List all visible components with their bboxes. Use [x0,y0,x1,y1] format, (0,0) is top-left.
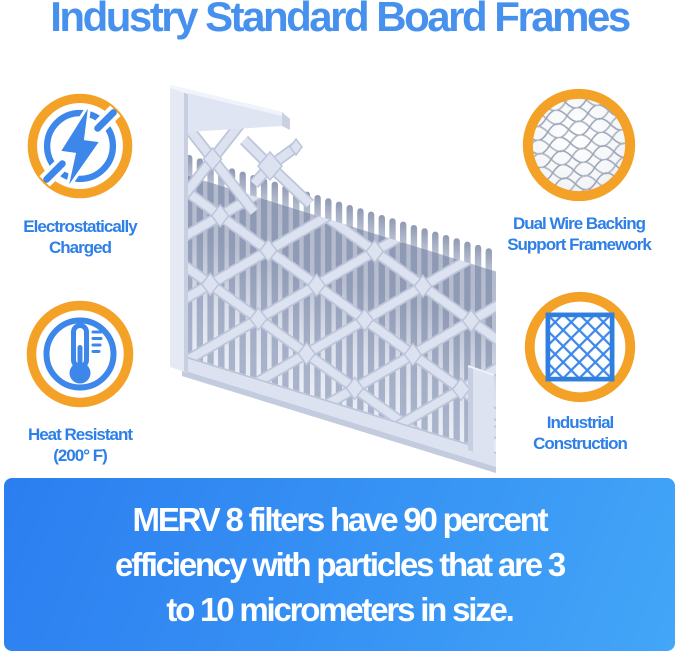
page-title: Industry Standard Board Frames [50,0,631,40]
banner-text-line: efficiency with particles that are 3 [115,546,566,583]
feature-label-line: Construction [533,434,628,453]
feature-industrial: Industrial Construction [500,290,660,454]
wire-mesh-icon [522,88,636,202]
lightning-icon [27,93,133,199]
info-banner: MERV 8 filters have 90 percent efficienc… [4,478,675,651]
banner-text-line: to 10 micrometers in size. [166,591,514,628]
feature-label-line: Dual Wire Backing [512,214,646,233]
feature-label-line: Industrial [546,413,615,432]
feature-label: Industrial Construction [533,412,628,454]
feature-electrostatic: Electrostatically Charged [0,92,160,258]
feature-heat-resistant: Heat Resistant (200° F) [0,299,160,466]
banner-text-line: MERV 8 filters have 90 percent [132,501,549,538]
feature-label-line: Heat Resistant [27,425,133,444]
thermometer-icon [26,300,134,408]
lattice-square-icon [524,291,636,403]
feature-label: Electrostatically Charged [23,216,137,258]
feature-label-line: Support Framework [507,235,652,254]
feature-label: Dual Wire Backing Support Framework [507,213,652,255]
feature-label-line: Charged [49,238,112,257]
feature-label-line: Electrostatically [23,217,137,236]
pleated-air-filter-illustration [158,70,508,480]
feature-wire-backing: Dual Wire Backing Support Framework [498,87,660,255]
banner-text: MERV 8 filters have 90 percent efficienc… [4,497,675,632]
feature-label: Heat Resistant (200° F) [27,424,133,466]
feature-label-line: (200° F) [53,446,108,465]
air-filter-render [170,85,497,473]
